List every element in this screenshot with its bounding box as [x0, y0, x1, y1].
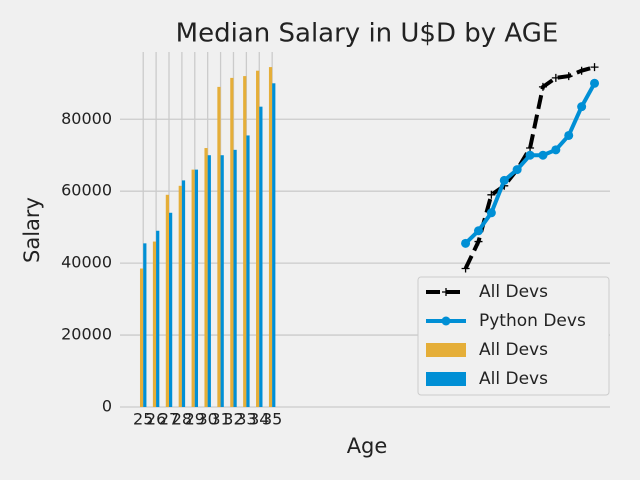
y-tick-label: 60000 [61, 181, 112, 200]
point [487, 190, 496, 199]
bar [165, 194, 169, 407]
bar [246, 135, 250, 408]
bar [233, 149, 237, 407]
point [577, 66, 586, 75]
point [564, 130, 574, 140]
x-tick-label: 25 [133, 410, 153, 429]
bar [139, 268, 144, 407]
y-tick-label: 0 [102, 397, 112, 416]
bar [259, 106, 263, 408]
y-tick-label: 80000 [61, 109, 112, 128]
legend-swatch [426, 343, 466, 357]
y-tick-label: 40000 [61, 253, 112, 272]
point [499, 175, 509, 185]
bar [194, 169, 199, 407]
legend-swatch [426, 372, 466, 386]
point [538, 150, 548, 160]
bar [217, 86, 221, 407]
bar [220, 155, 224, 407]
bar [152, 241, 157, 407]
legend: All Devs Python Devs All Devs All Devs [417, 276, 610, 396]
point [474, 237, 483, 246]
bar [230, 77, 234, 407]
point [551, 73, 560, 82]
x-tick-label: 28 [172, 410, 192, 429]
point [577, 102, 587, 112]
bar [256, 70, 260, 408]
bar [272, 83, 276, 407]
x-tick-label: 26 [146, 410, 166, 429]
bar [268, 67, 273, 407]
point [461, 264, 470, 273]
bar [207, 155, 211, 407]
x-axis-label: Age [347, 434, 388, 458]
x-tick-label: 33 [236, 410, 256, 429]
x-tick-label: 34 [249, 410, 269, 429]
point [590, 63, 599, 72]
x-tick-label: 35 [262, 410, 282, 429]
x-tick-label: 32 [223, 410, 243, 429]
x-tick-label: 27 [159, 410, 179, 429]
bar [156, 230, 160, 407]
y-axis-label: Salary [20, 197, 44, 263]
legend-label: All Devs [479, 340, 548, 360]
legend-label: Python Devs [479, 311, 586, 331]
bar [143, 243, 147, 407]
point [551, 145, 561, 155]
legend-label: All Devs [479, 282, 548, 302]
x-tick-label: 30 [198, 410, 218, 429]
legend-label: All Devs [479, 369, 548, 389]
point [590, 78, 600, 88]
point [461, 238, 471, 248]
x-tick-label: 29 [185, 410, 205, 429]
point [473, 226, 483, 236]
line [464, 82, 597, 245]
legend-box [417, 276, 610, 396]
y-tick-label: 20000 [61, 325, 112, 344]
bar [181, 180, 186, 407]
bar [169, 212, 173, 407]
point [512, 165, 522, 175]
point [525, 150, 535, 160]
line [463, 65, 596, 270]
bar [204, 148, 208, 407]
x-tick-label: 31 [210, 410, 230, 429]
point [538, 82, 547, 91]
legend-marker [441, 316, 451, 326]
bar [243, 76, 247, 408]
bar [191, 169, 195, 407]
point [526, 144, 535, 153]
point [564, 72, 573, 81]
point [486, 208, 496, 218]
legend-marker [442, 288, 450, 296]
bar [178, 185, 182, 407]
chart-title: Median Salary in U$D by AGE [176, 19, 559, 49]
